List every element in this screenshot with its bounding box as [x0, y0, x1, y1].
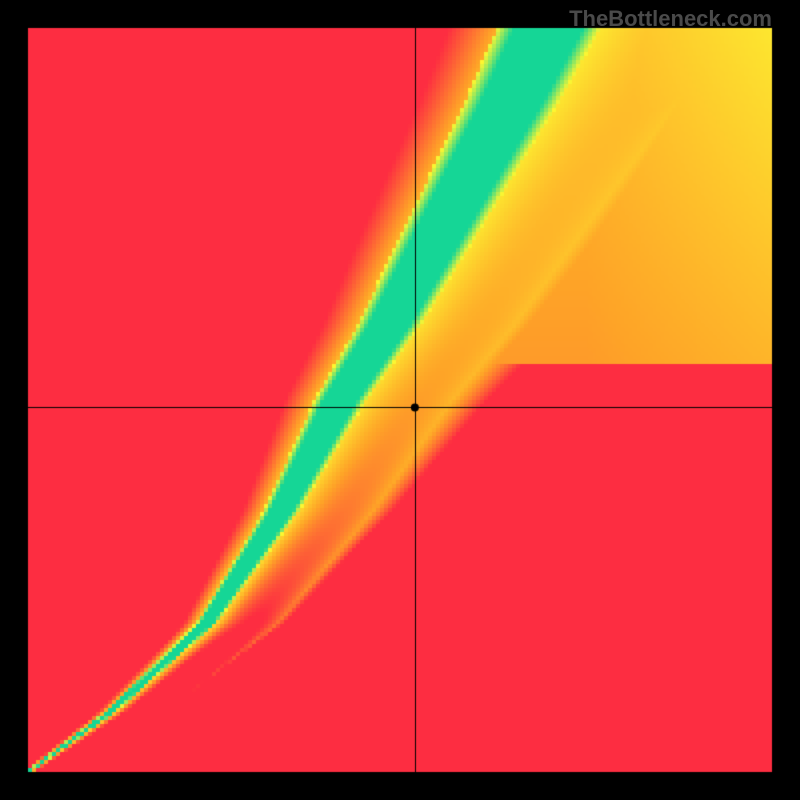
watermark-text: TheBottleneck.com: [569, 6, 772, 32]
chart-container: TheBottleneck.com: [0, 0, 800, 800]
bottleneck-heatmap: [0, 0, 800, 800]
